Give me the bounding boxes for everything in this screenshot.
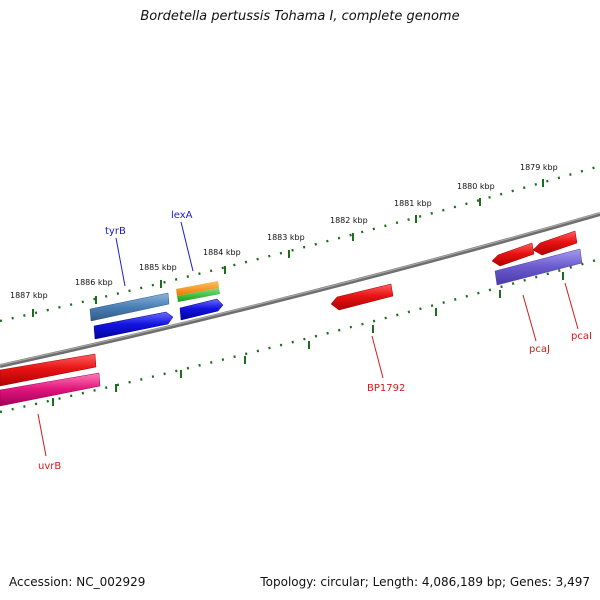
- gene-forward-blue-1[interactable]: [93, 311, 174, 340]
- gene-tyrB[interactable]: [89, 292, 170, 322]
- gene-pcaJ[interactable]: [491, 242, 535, 267]
- gene-label-BP1792: BP1792: [367, 383, 405, 394]
- gene-BP1792[interactable]: [330, 283, 394, 311]
- kbp-label-1882: 1882 kbp: [330, 216, 368, 225]
- outer-tick-ring: [0, 164, 600, 323]
- gene-label-uvrB: uvrB: [38, 461, 61, 472]
- gene-reverse-purple[interactable]: [494, 248, 583, 286]
- gene-label-lexA: lexA: [171, 210, 193, 221]
- gene-uvrB[interactable]: [0, 372, 101, 407]
- kbp-label-1881: 1881 kbp: [394, 199, 432, 208]
- gene-label-pcaI: pcaI: [571, 331, 592, 342]
- gene-lexA[interactable]: [179, 298, 224, 321]
- kbp-label-1879: 1879 kbp: [520, 163, 558, 172]
- accession-text: Accession: NC_002929: [9, 575, 146, 589]
- kbp-label-1886: 1886 kbp: [75, 278, 113, 287]
- inner-major-ticks: [52, 272, 564, 406]
- gene-pcaI[interactable]: [532, 230, 578, 256]
- genome-backbone: [0, 212, 600, 368]
- genome-summary-text: Topology: circular; Length: 4,086,189 bp…: [260, 575, 590, 589]
- gene-forward-green[interactable]: [177, 288, 220, 302]
- gene-label-pcaJ: pcaJ: [529, 344, 550, 355]
- kbp-label-1880: 1880 kbp: [457, 182, 495, 191]
- outer-major-ticks: [32, 179, 544, 317]
- kbp-label-1887: 1887 kbp: [10, 291, 48, 300]
- gene-label-tyrB: tyrB: [105, 226, 126, 237]
- gene-forward-orange[interactable]: [176, 281, 219, 296]
- gene-reverse-red-left[interactable]: [0, 353, 97, 387]
- kbp-label-1883: 1883 kbp: [267, 233, 305, 242]
- kbp-label-1884: 1884 kbp: [203, 248, 241, 257]
- kbp-label-1885: 1885 kbp: [139, 263, 177, 272]
- map-title: Bordetella pertussis Tohama I, complete …: [140, 9, 460, 24]
